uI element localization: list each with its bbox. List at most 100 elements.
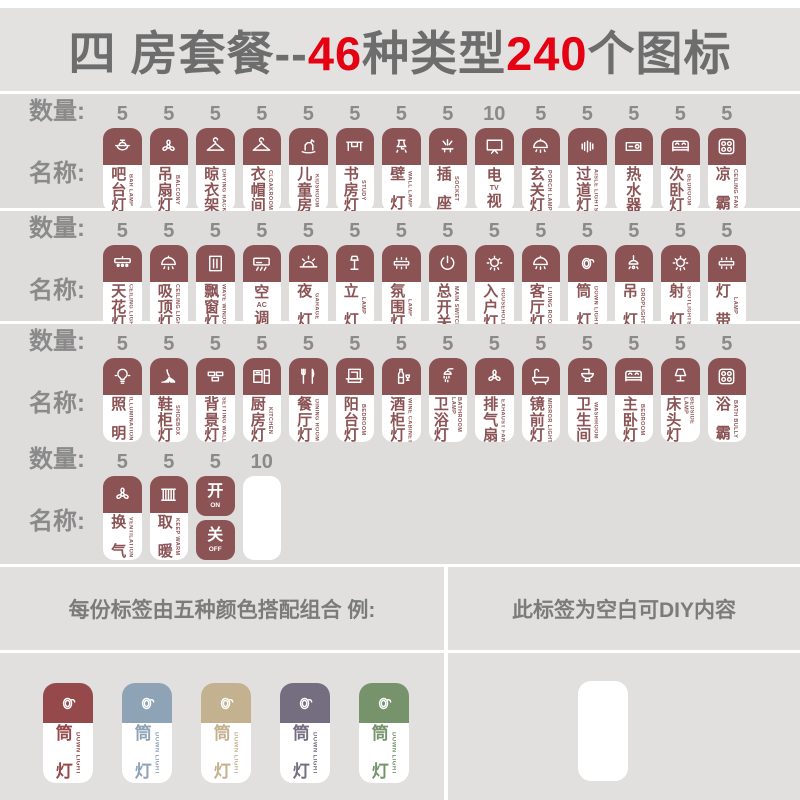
sticker-name-area: 空 AC 调 [243, 282, 282, 329]
sticker-name-en: BALCONY [173, 175, 180, 206]
sticker-name-en: LIVING ROOM [545, 286, 552, 328]
name-label: 名称: [29, 159, 85, 187]
sticker: 筒灯 DOWN LIGHT [201, 683, 251, 783]
qty-value: 5 [535, 220, 547, 242]
sticker-name-area: 夜灯 GARAGE [289, 282, 328, 329]
sticker-name-cn: 儿童房 [297, 166, 313, 212]
sticker-name-area: 射灯 SPOTLIGHTS [661, 282, 700, 329]
ring-icon [294, 692, 317, 715]
sticker: 热水器 [614, 128, 653, 212]
sticker-icon-header [521, 245, 560, 282]
sticker-name-cn: 吸顶灯 [157, 283, 173, 329]
sticker-name-en: KEEP WARM [173, 518, 180, 556]
sticker-name-en: DOWN LIGHT [232, 731, 239, 775]
sticker-name-en: EXHAUST FAN [499, 398, 506, 442]
qty-value: 5 [581, 333, 593, 355]
sticker-icon-header [661, 245, 700, 282]
qty-value: 5 [628, 333, 640, 355]
sticker-name-area: 玄关灯 PORCH LAMP [522, 165, 561, 212]
sticker-name-area: 电 TV 视 [475, 165, 514, 212]
roundlight-icon [669, 252, 692, 275]
sticker-name-area: 过道灯 AISLE LIGHTS [568, 165, 607, 212]
quantity-values: 5 5 5 5 5 5 5 5 10 5 5 5 5 5 [103, 103, 746, 126]
sticker: 天花灯 CEILING LIGHT [103, 245, 142, 329]
qty-value: 5 [349, 333, 361, 355]
name-row: 名称: 吧台灯 BAR LAMP 吊扇灯 BALCONY 晾衣架 DRYING RACK 衣帽… [0, 128, 800, 212]
sticker-icon-header [280, 683, 330, 723]
sticker-name-area: 书房灯 STUDY [336, 165, 375, 212]
sticker-name-en: BEDSIDE LAMP [682, 397, 695, 425]
qty-value: 5 [256, 333, 268, 355]
sticker: 总开关 MAIN SWITCH [428, 245, 467, 329]
sticker-name-en: SPOTLIGHTS [685, 286, 692, 326]
sticker-name-cn: 吧台灯 [111, 166, 127, 212]
sticker-name-cn: 卫生间 [576, 396, 592, 442]
qty-value: 5 [256, 103, 268, 125]
lightbar-icon [111, 252, 134, 275]
tv-icon [483, 135, 506, 158]
sticker-name-en: LAMP [731, 297, 738, 315]
sticker-name-en: DROPLIGHT [638, 288, 645, 324]
sticker-name-cn: 衣帽间 [250, 166, 266, 212]
title-segment: 种类型 [362, 27, 507, 80]
power-icon [436, 252, 459, 275]
sticker-icon-header [359, 683, 409, 723]
sticker-icon-header [707, 245, 746, 282]
hanger-icon [204, 135, 227, 158]
qty-value: 5 [116, 333, 128, 355]
qty-value: 5 [209, 333, 221, 355]
sticker-name-en: KITCHEN [266, 406, 273, 434]
sticker-name-area: 取暖 KEEP WARM [150, 513, 189, 560]
sticker-name-en: MAIN SWITCH [452, 286, 459, 329]
sticker-name-en: BEDROOM [685, 174, 692, 207]
sticker-name-cn: 插座 [436, 166, 452, 212]
qty-value: 5 [674, 333, 686, 355]
sticker-name-en: BATH BULLY [731, 399, 738, 439]
qty-value: 5 [628, 103, 640, 125]
sticker-name-cn: 书房灯 [343, 166, 359, 212]
desk-icon [343, 135, 366, 158]
horse-icon [297, 135, 320, 158]
socket-icon [436, 135, 459, 158]
sticker-icon-header [428, 128, 467, 165]
quantity-values: 5 5 5 10 [103, 451, 281, 474]
switch-on-label: 开 [207, 482, 224, 500]
quantity-label: 数量: [29, 446, 85, 473]
sticker-icon-header [428, 245, 467, 282]
fan3-icon [111, 483, 134, 506]
sticker-name-cn: 卫浴灯 [433, 396, 449, 442]
qty-value: 5 [302, 103, 314, 125]
sticker-name-en: DOWN LIGHT [390, 731, 397, 775]
quantity-row: 数量: 5 5 5 5 5 5 5 5 5 5 5 5 5 5 [0, 215, 800, 243]
sticker: 儿童房 KIDSROOM [289, 128, 328, 212]
qty-value: 5 [674, 103, 686, 125]
sticker-strip: 吧台灯 BAR LAMP 吊扇灯 BALCONY 晾衣架 DRYING RACK 衣帽间 CL… [103, 128, 746, 212]
quantity-label: 数量: [29, 328, 85, 355]
sticker-name-area: 主卧灯 BEDROOM [615, 395, 654, 442]
title-segment: 个图标 [587, 27, 732, 80]
sticker-name-en: DOWN LIGHT [153, 731, 160, 775]
sticker-icon-header [568, 358, 607, 395]
sticker-icon-header [149, 358, 188, 395]
sticker-name-en: WALL LAMP [406, 170, 413, 208]
qty-value: 5 [581, 220, 593, 242]
sticker-name-cn: 吊扇灯 [157, 166, 173, 212]
sticker-name-area: 立灯 LAMP [336, 282, 375, 329]
qty-value: 5 [535, 333, 547, 355]
sticker: 书房灯 STUDY [335, 128, 375, 212]
switch-off: 关 OFF [196, 520, 235, 560]
qty-value: 5 [163, 451, 175, 473]
sticker: 夜灯 GARAGE [289, 245, 328, 329]
qty-value: 5 [442, 103, 454, 125]
sticker-icon-header [103, 128, 142, 165]
qty-value: 5 [395, 333, 407, 355]
sticker-name-cn: 浴霸 [715, 396, 731, 442]
sticker-name-area: 筒灯 DOWN LIGHT [280, 723, 330, 783]
diy-blank-heading: 此标签为空白可DIY内容 [448, 567, 800, 650]
ring-icon [57, 692, 80, 715]
sticker-name-en: KIDSROOM [313, 173, 320, 207]
qty-value: 5 [721, 103, 733, 125]
sticker-name-cn: 过道灯 [576, 166, 592, 212]
sticker-name-en: CLOAKROOM [266, 170, 273, 211]
sticker-name-cn: 天花灯 [111, 283, 127, 329]
